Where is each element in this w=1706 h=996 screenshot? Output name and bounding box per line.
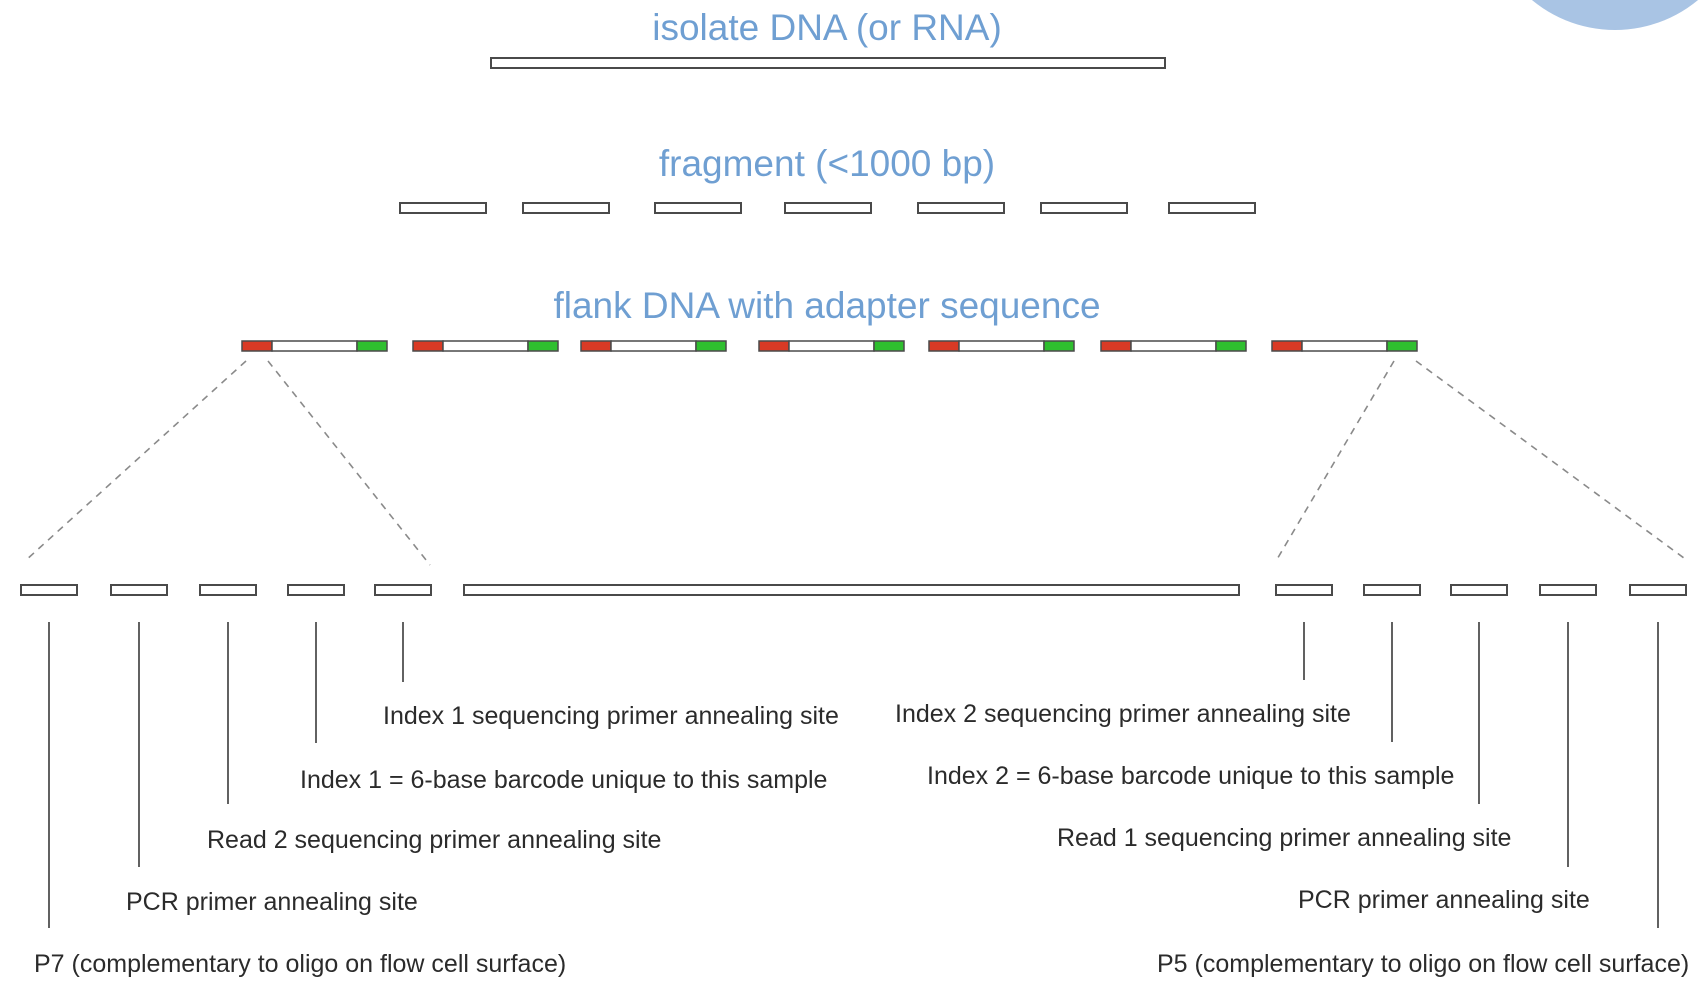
p5-segment xyxy=(1629,584,1687,596)
zoom-line xyxy=(24,360,247,562)
left-adapter xyxy=(758,340,790,352)
left-adapter xyxy=(1100,340,1132,352)
expanded-construct xyxy=(20,584,1687,596)
right-adapter xyxy=(1386,340,1418,352)
left-adapter xyxy=(928,340,960,352)
p7-segment xyxy=(20,584,78,596)
zoom-line xyxy=(267,360,431,566)
adapted-fragment xyxy=(580,340,727,352)
right-adapter xyxy=(695,340,727,352)
label-read1-seq: Read 1 sequencing primer annealing site xyxy=(1057,824,1511,852)
adapted-fragment xyxy=(758,340,905,352)
dna-strand xyxy=(490,57,1166,69)
pcr-left-segment xyxy=(110,584,168,596)
step-title-flank: flank DNA with adapter sequence xyxy=(553,285,1100,326)
adapted-fragment xyxy=(1100,340,1247,352)
zoom-line xyxy=(1415,360,1689,562)
fragment xyxy=(1168,202,1256,214)
left-adapter xyxy=(580,340,612,352)
insert xyxy=(788,340,875,352)
fragment xyxy=(1040,202,1128,214)
index2-barcode-segment xyxy=(1363,584,1421,596)
label-index2-barcode: Index 2 = 6-base barcode unique to this … xyxy=(927,762,1454,790)
insert xyxy=(271,340,358,352)
left-adapter xyxy=(1271,340,1303,352)
adapted-fragment xyxy=(1271,340,1418,352)
left-adapter xyxy=(241,340,273,352)
right-adapter xyxy=(1215,340,1247,352)
insert-segment xyxy=(463,584,1240,596)
adapted-fragments xyxy=(241,340,1418,352)
zoom-line xyxy=(1275,360,1395,562)
label-pcr-right: PCR primer annealing site xyxy=(1298,886,1590,914)
step-title-isolate: isolate DNA (or RNA) xyxy=(652,7,1002,48)
label-index2-seq: Index 2 sequencing primer annealing site xyxy=(895,700,1351,728)
right-adapter xyxy=(873,340,905,352)
fragment xyxy=(399,202,487,214)
step-title-fragment: fragment (<1000 bp) xyxy=(659,143,995,184)
adapted-fragment xyxy=(928,340,1075,352)
label-index1-seq: Index 1 sequencing primer annealing site xyxy=(383,702,839,730)
fragment xyxy=(522,202,610,214)
label-pcr-left: PCR primer annealing site xyxy=(126,888,418,916)
fragments xyxy=(399,202,1256,214)
insert xyxy=(1130,340,1217,352)
insert xyxy=(1301,340,1388,352)
read1-seq-segment xyxy=(1450,584,1508,596)
label-index1-barcode: Index 1 = 6-base barcode unique to this … xyxy=(300,766,827,794)
insert xyxy=(610,340,697,352)
label-read2-seq: Read 2 sequencing primer annealing site xyxy=(207,826,661,854)
index1-seq-segment xyxy=(374,584,432,596)
right-adapter xyxy=(1043,340,1075,352)
fragment xyxy=(784,202,872,214)
left-adapter xyxy=(412,340,444,352)
leader-lines xyxy=(48,622,1659,928)
fragment xyxy=(917,202,1005,214)
insert xyxy=(958,340,1045,352)
insert xyxy=(442,340,529,352)
zoom-lines xyxy=(24,360,1689,566)
adapted-fragment xyxy=(241,340,388,352)
index1-barcode-segment xyxy=(287,584,345,596)
label-p5: P5 (complementary to oligo on flow cell … xyxy=(1157,950,1689,978)
index2-seq-segment xyxy=(1275,584,1333,596)
label-p7: P7 (complementary to oligo on flow cell … xyxy=(34,950,566,978)
adapted-fragment xyxy=(412,340,559,352)
fragment xyxy=(654,202,742,214)
right-adapter xyxy=(356,340,388,352)
read2-seq-segment xyxy=(199,584,257,596)
corner-decoration-circle xyxy=(1531,0,1699,30)
right-adapter xyxy=(527,340,559,352)
pcr-right-segment xyxy=(1539,584,1597,596)
